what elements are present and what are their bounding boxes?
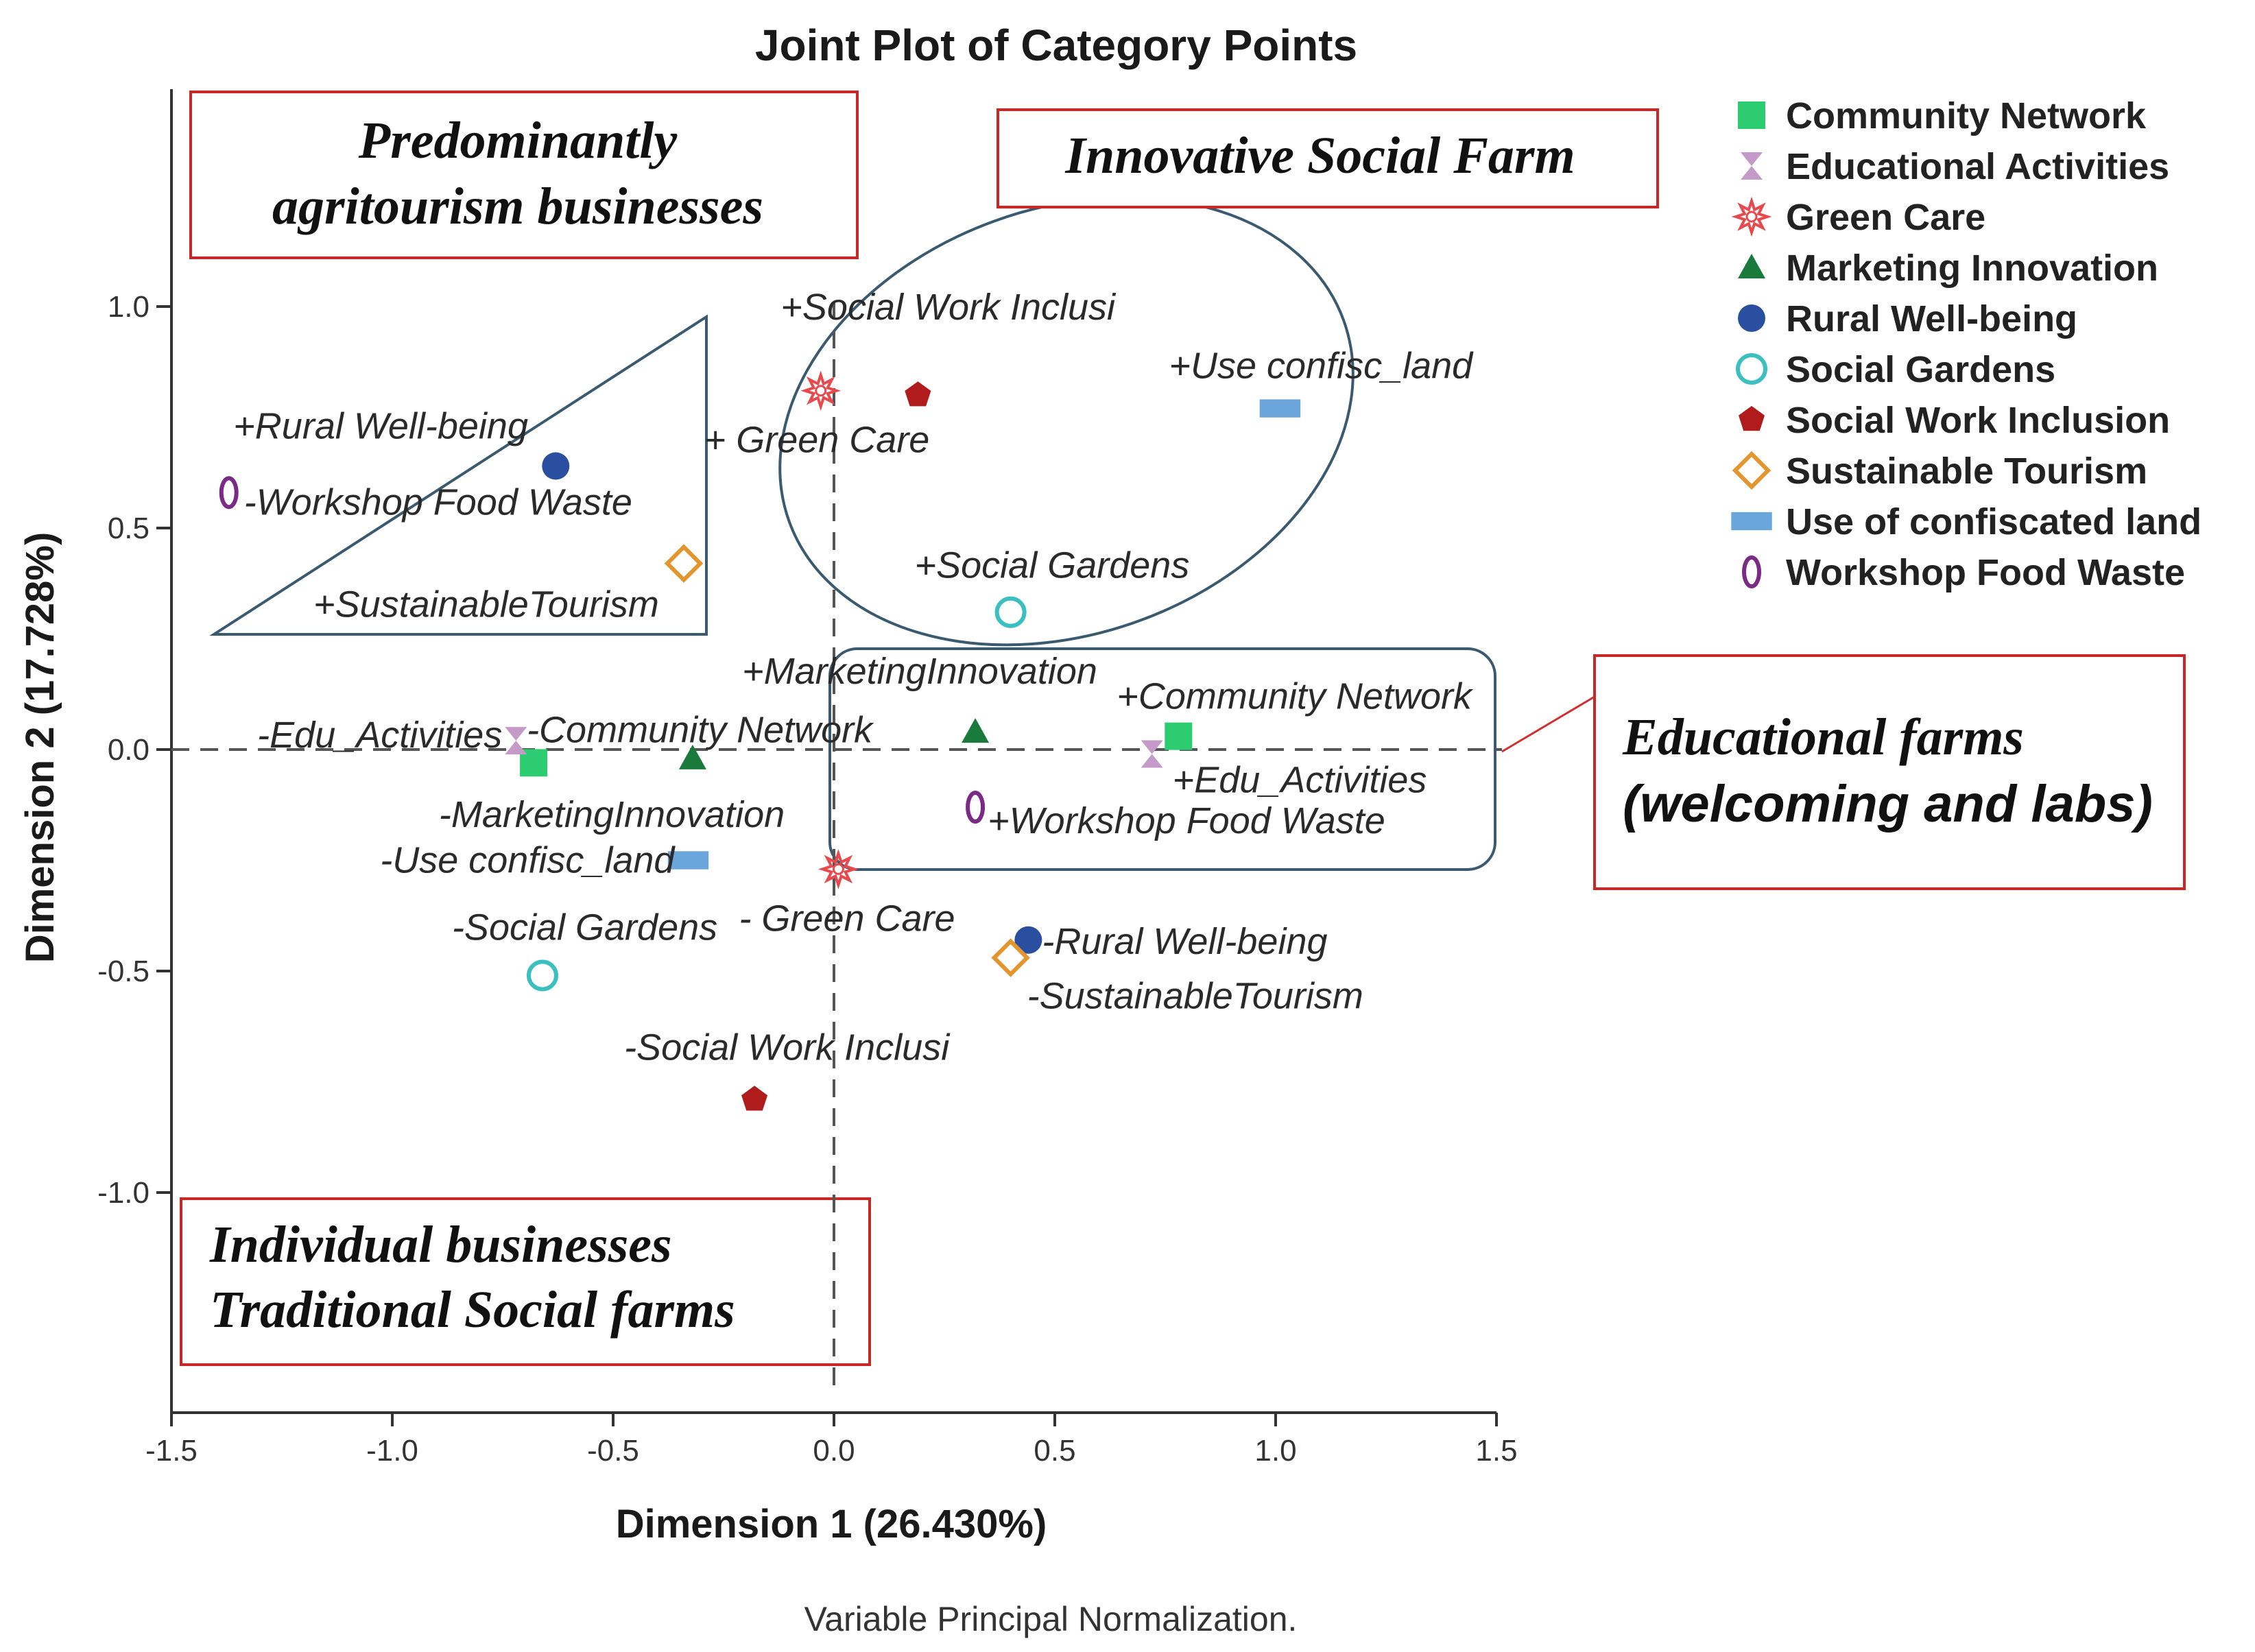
- data-point-square: [1165, 722, 1193, 750]
- x-tick-label: 0.5: [1034, 1434, 1075, 1468]
- agritourism-label-line: Predominantly: [358, 112, 678, 169]
- x-tick-label: -1.5: [145, 1434, 198, 1468]
- legend-marker-square: [1738, 101, 1765, 129]
- educational-label-line: Educational farms: [1622, 708, 2024, 766]
- data-point-zero: [219, 476, 239, 510]
- legend-marker-hourglass: [1741, 152, 1763, 180]
- x-tick-label: -1.0: [366, 1434, 418, 1468]
- legend-marker-circle: [1738, 304, 1765, 332]
- point-label: -MarketingInnovation: [439, 794, 785, 835]
- y-tick-label: 0.0: [108, 733, 150, 767]
- x-tick-label: -0.5: [587, 1434, 639, 1468]
- point-label: -Social Gardens: [452, 907, 717, 948]
- agritourism-label-line: agritourism businesses: [272, 178, 763, 235]
- data-points: [219, 370, 1301, 1111]
- legend: Community Network Educational Activities G…: [1731, 95, 2202, 593]
- data-point-pentagon: [905, 381, 931, 407]
- chart-title: Joint Plot of Category Points: [755, 21, 1357, 70]
- legend-label: Educational Activities: [1786, 146, 2169, 187]
- point-label: -Workshop Food Waste: [244, 481, 632, 523]
- y-axis-label: Dimension 2 (17.728%): [18, 532, 62, 963]
- individual-label-box: [180, 1197, 871, 1366]
- chart-note: Variable Principal Normalization.: [804, 1600, 1298, 1638]
- data-point-circle: [1014, 926, 1042, 954]
- agritourism-cluster-triangle: [209, 314, 708, 636]
- educational-label-box: [1593, 654, 2186, 890]
- point-label: -Rural Well-being: [1042, 921, 1327, 962]
- x-tick-label: 0.0: [813, 1434, 855, 1468]
- point-label: -SustainableTourism: [1027, 976, 1363, 1017]
- point-label: +Rural Well-being: [233, 406, 528, 447]
- data-point-diamond-open: [664, 544, 704, 583]
- data-point-rect: [667, 851, 709, 870]
- point-label: - Green Care: [739, 898, 955, 939]
- data-point-diamond-open: [991, 938, 1030, 977]
- y-tick-label: -1.0: [97, 1176, 150, 1210]
- data-point-star: [818, 848, 859, 889]
- data-point-hourglass: [1141, 740, 1163, 768]
- point-label: -Edu_Activities: [257, 715, 502, 756]
- legend-marker-zero: [1742, 555, 1761, 588]
- axes: -1.5 -1.0 -0.5 0.0 0.5 1.0 1.5 1.0 0.5 0.0 -0.5 -1.…: [97, 89, 1518, 1468]
- data-point-pentagon: [741, 1086, 768, 1111]
- point-label: +Community Network: [1117, 676, 1474, 717]
- point-label: + Green Care: [704, 420, 930, 461]
- x-tick-label: 1.5: [1475, 1434, 1517, 1468]
- point-label: +SustainableTourism: [313, 584, 659, 625]
- data-point-star: [800, 370, 842, 411]
- innovative-label-line: Innovative Social Farm: [1064, 127, 1575, 184]
- educational-connector-line: [1501, 695, 1595, 753]
- y-tick-label: 1.0: [108, 290, 150, 324]
- x-tick-label: 1.0: [1254, 1434, 1296, 1468]
- point-labels: +Community Network -Community Network +Edu…: [233, 287, 1474, 1068]
- data-point-circle: [542, 452, 570, 480]
- legend-marker-circle-open: [1736, 353, 1767, 385]
- region-annotations: Predominantly agritourism businesses Innov…: [180, 91, 2186, 1366]
- point-label: -Community Network: [527, 709, 874, 750]
- legend-label: Social Work Inclusion: [1786, 400, 2170, 441]
- point-label: -Social Work Inclusi: [624, 1027, 951, 1068]
- point-label: -Use confisc_land: [380, 840, 676, 881]
- educational-label-line: (welcoming and labs): [1623, 775, 2153, 833]
- legend-marker-pentagon: [1739, 406, 1765, 431]
- data-point-zero: [966, 790, 986, 824]
- individual-label-line: Traditional Social farms: [210, 1281, 735, 1339]
- x-axis-label: Dimension 1 (26.430%): [616, 1502, 1047, 1546]
- data-point-rect: [1259, 399, 1301, 418]
- y-tick-label: -0.5: [97, 955, 150, 988]
- point-label: +Edu_Activities: [1173, 759, 1427, 800]
- legend-label: Marketing Innovation: [1786, 248, 2158, 289]
- point-label: +Social Work Inclusi: [780, 287, 1117, 328]
- individual-label-line: Individual businesses: [209, 1216, 672, 1273]
- legend-label: Community Network: [1786, 95, 2147, 136]
- innovative-cluster-ellipse: [778, 195, 1355, 647]
- agritourism-label-box: [189, 91, 859, 259]
- legend-marker-star: [1731, 196, 1772, 237]
- legend-label: Rural Well-being: [1786, 298, 2077, 339]
- legend-label: Workshop Food Waste: [1786, 552, 2185, 593]
- y-tick-label: 0.5: [108, 512, 150, 545]
- legend-marker-rect: [1731, 512, 1772, 531]
- data-point-circle-open: [994, 596, 1027, 628]
- point-label: +Use confisc_land: [1169, 346, 1474, 387]
- data-point-circle-open: [526, 959, 558, 992]
- innovative-label-box: [997, 108, 1659, 208]
- legend-marker-triangle: [1738, 254, 1765, 278]
- legend-label: Use of confiscated land: [1786, 501, 2202, 542]
- data-point-triangle: [678, 744, 706, 769]
- data-point-hourglass: [505, 727, 527, 755]
- point-label: +MarketingInnovation: [742, 651, 1097, 692]
- legend-label: Sustainable Tourism: [1786, 451, 2147, 492]
- data-point-triangle: [962, 718, 990, 743]
- point-label: +Social Gardens: [915, 545, 1190, 586]
- point-label: +Workshop Food Waste: [988, 800, 1385, 841]
- legend-label: Green Care: [1786, 197, 1985, 238]
- legend-marker-diamond-open: [1732, 451, 1771, 490]
- legend-label: Social Gardens: [1786, 349, 2055, 390]
- educational-cluster-box: [828, 647, 1496, 871]
